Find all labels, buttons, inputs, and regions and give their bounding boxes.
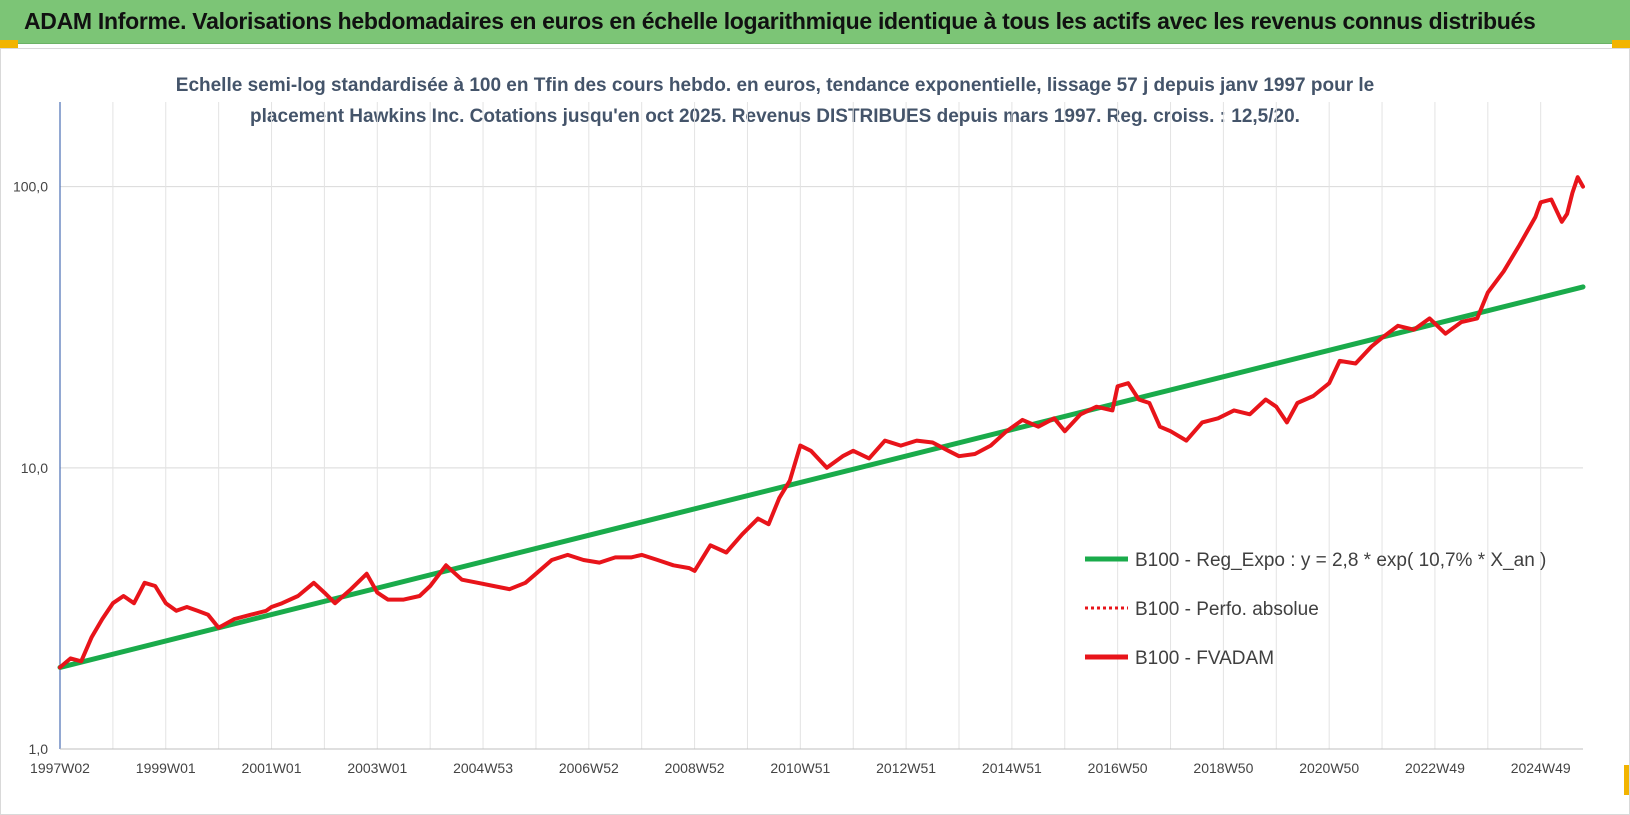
x-tick-label: 2020W50	[1299, 760, 1359, 776]
legend-label-0: B100 - Reg_Expo : y = 2,8 * exp( 10,7% *…	[1135, 550, 1546, 571]
y-tick-label: 1,0	[29, 741, 49, 757]
series-line-2	[58, 175, 1585, 670]
x-tick-label: 2014W51	[982, 760, 1042, 776]
y-tick-labels: 1,0 10,0 100,0	[13, 179, 48, 757]
corner-mark-left	[0, 40, 18, 48]
y-tick-label: 100,0	[13, 179, 48, 195]
legend-label-1: B100 - Perfo. absolue	[1135, 599, 1319, 620]
x-tick-label: 2024W49	[1511, 760, 1571, 776]
chart-grid	[60, 102, 1583, 750]
x-tick-label: 2016W50	[1088, 760, 1148, 776]
x-tick-label: 2004W53	[453, 760, 513, 776]
y-tick-label: 10,0	[21, 460, 48, 476]
x-tick-label: 1999W01	[136, 760, 196, 776]
x-tick-label: 1997W02	[30, 760, 90, 776]
chart-axes	[59, 102, 1583, 750]
corner-mark-right	[1612, 40, 1630, 48]
title-banner: ADAM Informe. Valorisations hebdomadaire…	[0, 0, 1630, 44]
x-tick-label: 2010W51	[770, 760, 830, 776]
corner-mark-bottom-right	[1624, 765, 1630, 795]
x-tick-label: 2003W01	[347, 760, 407, 776]
x-tick-label: 2001W01	[242, 760, 302, 776]
chart-legend: B100 - Reg_Expo : y = 2,8 * exp( 10,7% *…	[1085, 550, 1546, 669]
series-line-0	[57, 284, 1586, 670]
legend-label-2: B100 - FVADAM	[1135, 648, 1274, 669]
chart-series	[57, 175, 1586, 670]
x-tick-label: 2018W50	[1193, 760, 1253, 776]
x-tick-label: 2006W52	[559, 760, 619, 776]
x-tick-label: 2012W51	[876, 760, 936, 776]
x-tick-label: 2008W52	[665, 760, 725, 776]
x-tick-labels: 1997W02 1999W01 2001W01 2003W01 2004W53 2006W…	[30, 760, 1571, 776]
x-tick-label: 2022W49	[1405, 760, 1465, 776]
chart-subtitle: Echelle semi-log standardisée à 100 en T…	[175, 75, 1375, 127]
page-title: ADAM Informe. Valorisations hebdomadaire…	[24, 8, 1536, 34]
